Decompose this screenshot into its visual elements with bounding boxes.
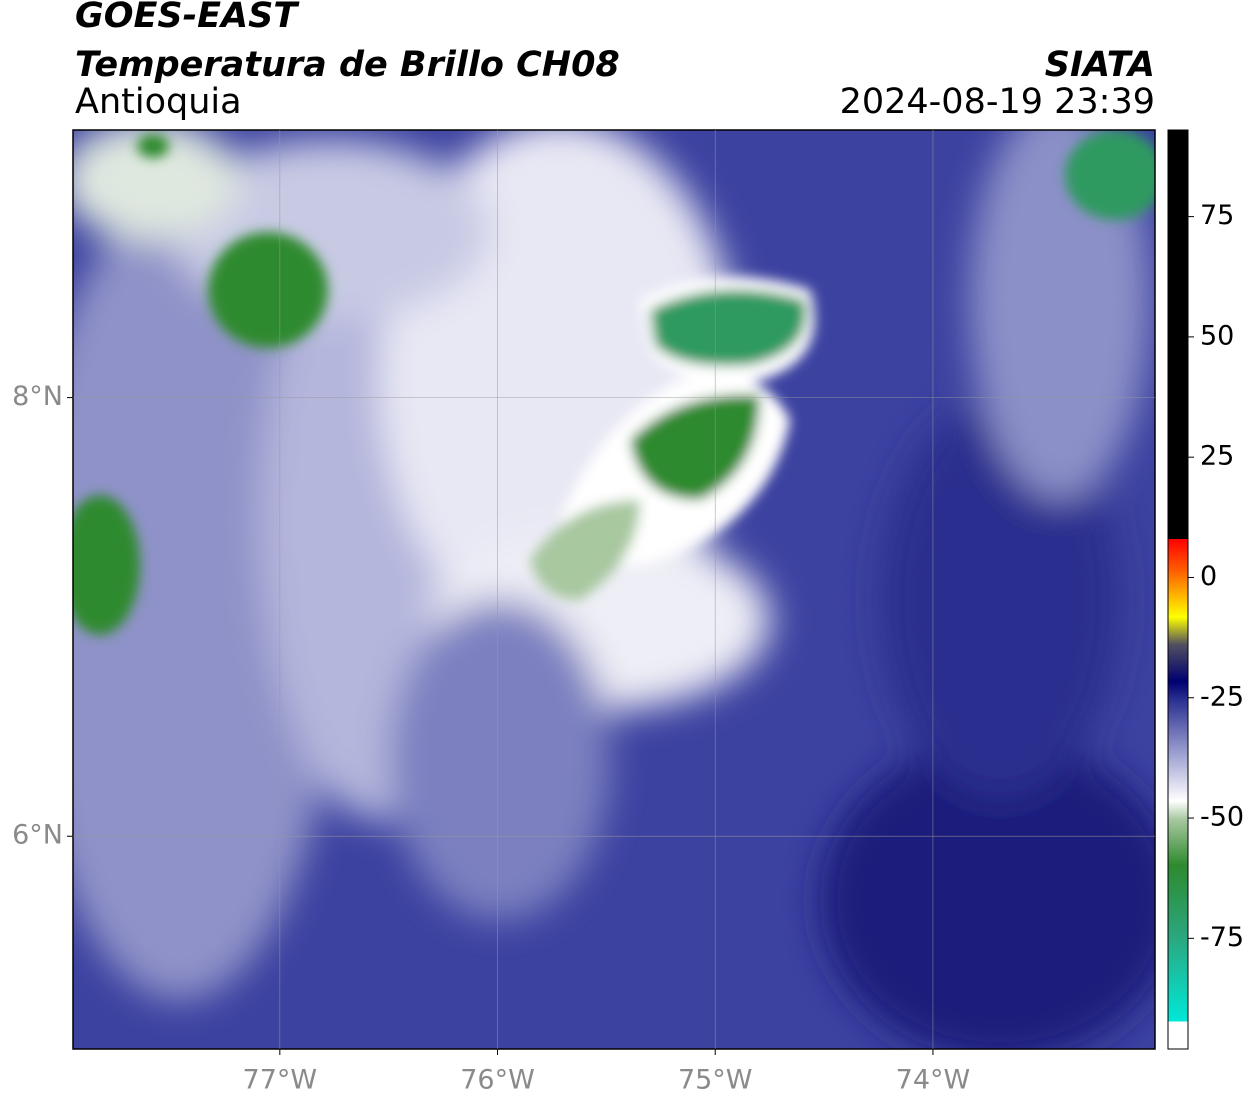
datetime: 2024-08-19 23:39 [840,82,1155,122]
colorbar-label: -50 [1200,802,1244,833]
y-tick-label: 6°N [12,820,63,851]
x-tick-label: 77°W [243,1065,318,1096]
satellite-image [73,130,1155,1049]
colorbar-label: 75 [1200,200,1234,231]
x-tick-label: 74°W [896,1065,971,1096]
title: GOES-EAST [75,0,300,36]
map-frame [72,129,1156,1050]
colorbar-label: 25 [1200,441,1234,472]
x-tick-label: 75°W [678,1065,753,1096]
colorbar-label: -25 [1200,681,1244,712]
colorbar [1167,129,1189,1050]
region: Antioquia [75,82,242,122]
x-tick-label: 76°W [460,1065,535,1096]
colorbar-label: 0 [1200,561,1217,592]
subtitle: Temperatura de Brillo CH08 [75,45,620,85]
colorbar-label: 50 [1200,320,1234,351]
source: SIATA [1045,45,1155,85]
y-tick-label: 8°N [12,381,63,412]
colorbar-label: -75 [1200,922,1244,953]
